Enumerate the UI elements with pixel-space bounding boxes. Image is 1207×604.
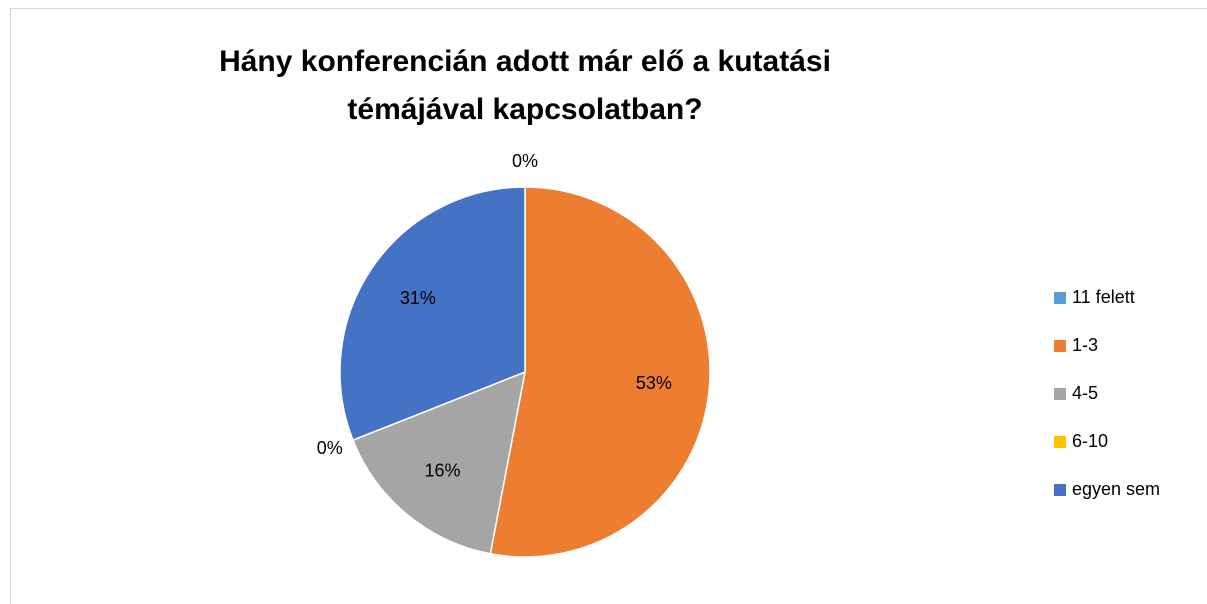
chart-title: Hány konferencián adott már elő a kutatá… — [219, 45, 831, 126]
data-label: 0% — [512, 151, 538, 171]
legend-label: 11 felett — [1072, 287, 1135, 307]
legend-swatch — [1054, 340, 1066, 352]
data-label: 31% — [400, 288, 436, 308]
data-label: 0% — [317, 438, 343, 458]
legend-label: 4-5 — [1072, 383, 1098, 403]
data-label: 16% — [424, 461, 460, 481]
legend-label: 6-10 — [1072, 431, 1108, 451]
legend-swatch — [1054, 292, 1066, 304]
legend-label: egyen sem — [1072, 479, 1160, 499]
chart-frame — [10, 8, 1207, 604]
pie-slice — [352, 370, 526, 555]
legend-label: 1-3 — [1072, 335, 1098, 355]
legend-swatch — [1054, 388, 1066, 400]
legend-swatch — [1054, 484, 1066, 496]
data-label: 53% — [636, 373, 672, 393]
pie-slice — [489, 186, 711, 558]
pie-slice — [339, 186, 526, 442]
legend-swatch — [1054, 436, 1066, 448]
